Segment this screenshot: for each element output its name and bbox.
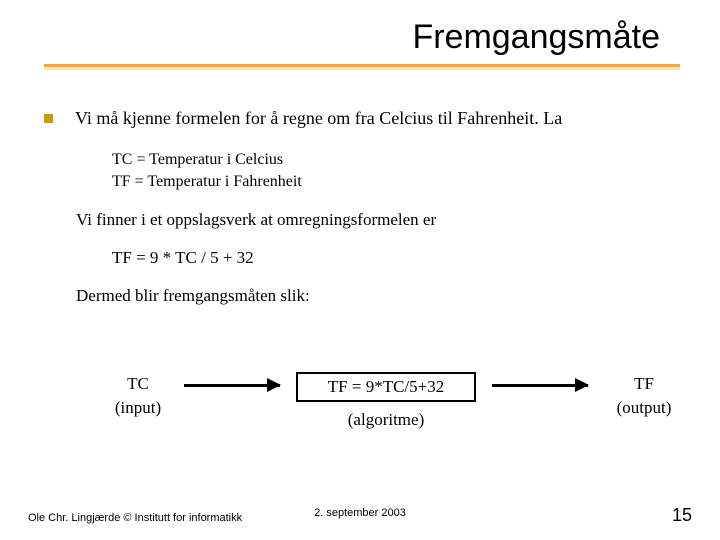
- content-area: Vi må kjenne formelen for å regne om fra…: [44, 108, 680, 352]
- arrow-1: [184, 384, 280, 387]
- footer-center: 2. september 2003: [28, 507, 692, 519]
- definitions: TC = Temperatur i Celcius TF = Temperatu…: [112, 149, 680, 192]
- node-algorithm-sub: (algoritme): [296, 410, 476, 430]
- node-input: TC (input): [98, 374, 178, 418]
- node-output: TF (output): [604, 374, 684, 418]
- def-tc: TC = Temperatur i Celcius: [112, 149, 680, 171]
- arrow-2: [492, 384, 588, 387]
- conclusion-text: Dermed blir fremgangsmåten slik:: [76, 286, 680, 306]
- slide-title: Fremgangsmåte: [412, 18, 660, 57]
- intro-text: Vi må kjenne formelen for å regne om fra…: [75, 108, 562, 129]
- def-tf: TF = Temperatur i Fahrenheit: [112, 171, 680, 193]
- node-algorithm-box: TF = 9*TC/5+32: [296, 372, 476, 402]
- flow-diagram: TC (input) TF = 9*TC/5+32 (algoritme) TF…: [44, 372, 680, 452]
- node-output-sub: (output): [604, 398, 684, 418]
- node-input-sub: (input): [98, 398, 178, 418]
- footer: Ole Chr. Lingjærde © Institutt for infor…: [28, 505, 692, 526]
- bullet-row: Vi må kjenne formelen for å regne om fra…: [44, 108, 680, 129]
- formula-text: TF = 9 * TC / 5 + 32: [112, 248, 680, 268]
- node-input-label: TC: [98, 374, 178, 394]
- title-underline: [44, 64, 680, 70]
- bullet-icon: [44, 114, 53, 123]
- lookup-text: Vi finner i et oppslagsverk at omregning…: [76, 210, 680, 230]
- node-output-label: TF: [604, 374, 684, 394]
